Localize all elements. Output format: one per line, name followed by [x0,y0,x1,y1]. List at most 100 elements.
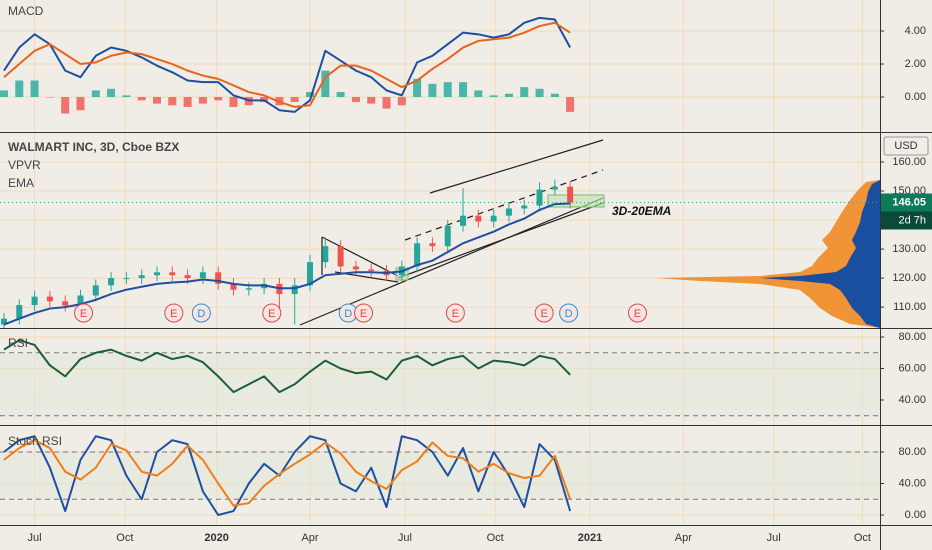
event-label: E [360,308,367,320]
candle-body [567,186,574,203]
event-marker [534,303,554,323]
candle-body [153,272,160,276]
histogram-bar [351,97,360,102]
x-tick-label: Jul [767,532,781,544]
event-label: D [344,308,352,320]
histogram-bar [137,97,146,101]
candle-body [31,296,38,306]
candle-body [536,189,543,206]
event-marker [74,303,94,323]
indicator-label: EMA [8,176,34,190]
highlight-box [547,194,605,208]
x-tick-label: Apr [675,532,692,544]
histogram-bar [15,80,24,98]
indicator-label: VPVR [8,158,41,172]
histogram-bar [229,97,238,107]
candle-body [490,215,497,222]
histogram-bar [367,97,376,104]
vpvr-orange [655,180,880,328]
series-line [3,21,571,108]
event-marker [164,303,184,323]
candle-body [368,269,375,271]
event-label: E [540,308,547,320]
candle-body [291,285,298,295]
channel-top [429,139,604,194]
histogram-bar [290,97,299,102]
candle-body [337,246,344,267]
triangle-line [321,236,399,277]
y-tick-label: 2.00 [905,58,926,70]
x-tick-label: 2021 [578,532,602,544]
candle-body [460,215,467,226]
candle-body [0,318,7,325]
histogram-bar [76,97,85,111]
histogram-bar [474,90,483,98]
event-marker [559,303,579,323]
histogram-bar [489,95,498,98]
candle-body [230,283,237,290]
pane-title: Stoch RSI [8,434,62,448]
y-tick-label: 80.00 [898,331,926,343]
pane-title: RSI [8,336,28,350]
channel-mid [404,169,604,241]
currency-box [883,136,929,156]
histogram-bar [428,83,437,98]
histogram-bar [152,97,161,104]
histogram-bar [459,82,468,98]
y-tick-label: 110.00 [893,301,926,313]
x-tick-label: Oct [854,532,871,544]
histogram-bar [397,97,406,106]
candle-body [505,208,512,216]
histogram-bar [91,90,100,98]
event-label: E [634,308,641,320]
candle-body [429,243,436,247]
candle-body [16,305,23,319]
y-tick-label: 0.00 [905,509,926,521]
candle-body [123,278,130,280]
x-tick-label: Jul [28,532,42,544]
histogram-bar [443,82,452,98]
histogram-bar [0,90,8,98]
series-line [3,202,571,326]
vpvr-blue [760,180,880,328]
histogram-bar [336,92,345,98]
x-tick-label: Oct [487,532,504,544]
candle-body [322,246,329,263]
histogram-bar [168,97,177,106]
candle-body [169,272,176,276]
histogram-bar [321,70,330,98]
y-tick-label: 4.00 [905,25,926,37]
series-line [3,339,571,394]
candle-body [551,186,558,190]
event-marker [627,303,647,323]
histogram-bar [550,93,559,98]
histogram-bar [214,97,223,101]
histogram-bar [382,97,391,109]
pane-title: WALMART INC, 3D, Cboe BZX [8,140,179,154]
candle-body [184,275,191,279]
band-fill [0,451,880,500]
histogram-bar [122,95,131,98]
y-tick-label: 130.00 [892,243,926,255]
histogram-bar [183,97,192,107]
x-tick-label: Jul [398,532,412,544]
y-tick-label: 120.00 [892,272,926,284]
histogram-bar [198,97,207,104]
countdown-label: 2d 7h [898,214,926,226]
y-tick-label: 60.00 [898,362,926,374]
candle-body [77,295,84,306]
candle-body [46,296,53,302]
event-marker [354,303,374,323]
currency: USD [894,140,917,152]
candle-body [92,285,99,296]
event-marker [262,303,282,323]
x-tick-label: Apr [301,532,318,544]
y-tick-label: 40.00 [898,394,926,406]
candle-body [245,288,252,290]
candle-body [108,278,115,286]
candle-body [521,205,528,209]
x-tick-label: 2020 [204,532,228,544]
event-label: E [268,308,275,320]
